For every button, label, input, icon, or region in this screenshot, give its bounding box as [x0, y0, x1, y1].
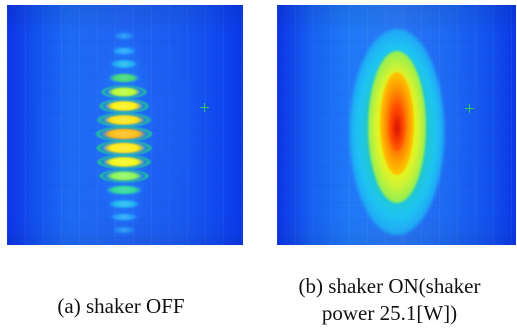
fringe-band — [109, 199, 139, 209]
fringe-edge — [101, 85, 147, 99]
fringe-edge — [99, 99, 149, 113]
intensity-blob-peak — [388, 105, 405, 151]
fringe-edge — [96, 140, 152, 156]
fringe-band — [106, 185, 142, 195]
shaker-on-image — [277, 5, 516, 245]
caption-b-line-1: (b) shaker ON(shaker — [298, 274, 481, 298]
caption-b-line-2: power 25.1[W]) — [321, 301, 458, 325]
fringe-band — [111, 59, 137, 69]
fringe-band — [115, 32, 133, 40]
fringe-band — [111, 213, 137, 221]
plus-marker-icon — [465, 104, 474, 113]
fringe-edge — [99, 169, 149, 183]
caption-shaker-on: (b) shaker ON(shaker power 25.1[W]) — [267, 273, 512, 327]
fringe-edge — [97, 155, 151, 169]
shaker-off-image — [7, 5, 243, 245]
plus-marker-icon — [200, 103, 209, 112]
fringe-band — [113, 47, 135, 55]
caption-shaker-off: (a) shaker OFF — [21, 293, 221, 320]
fringe-band — [109, 73, 139, 83]
caption-a-text: (a) shaker OFF — [57, 294, 185, 318]
fringe-edge — [97, 113, 151, 127]
fringe-edge — [95, 126, 153, 142]
fringe-band — [113, 226, 135, 234]
